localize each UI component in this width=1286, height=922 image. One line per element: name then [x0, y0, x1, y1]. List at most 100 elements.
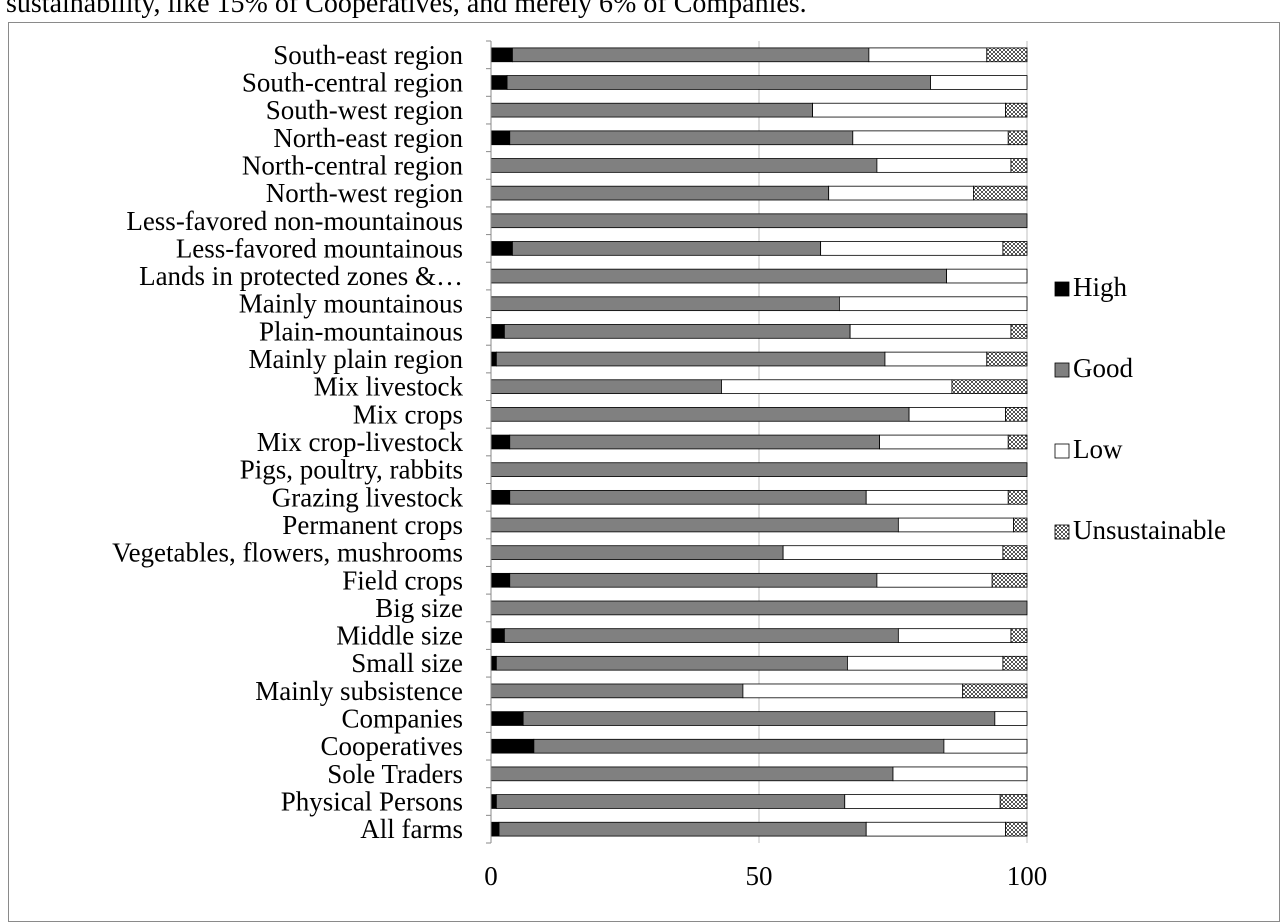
category-label: All farms	[360, 814, 463, 844]
bar-segment-high-16	[490, 489, 511, 505]
bar-segment-unsustainable-16	[1007, 489, 1028, 505]
bar-segment-low-2	[812, 102, 1006, 118]
bar-segment-unsustainable-2	[1005, 102, 1028, 118]
category-label: South-west region	[266, 95, 464, 125]
bar-segment-good-17	[490, 517, 899, 533]
bar-segment-low-4	[876, 158, 1012, 173]
category-label: Big size	[375, 593, 463, 623]
x-tick-label: 100	[1007, 861, 1048, 891]
bar-segment-unsustainable-23	[962, 683, 1028, 699]
bar-segment-low-28	[865, 821, 1006, 837]
bar-segment-unsustainable-7	[1002, 241, 1028, 256]
bar-segment-unsustainable-3	[1007, 130, 1028, 146]
x-tick-label: 0	[484, 861, 498, 891]
legend-label-good: Good	[1073, 353, 1133, 383]
bar-segment-low-27	[844, 794, 1001, 809]
bar-segment-low-22	[847, 655, 1004, 671]
bar-segment-high-14	[490, 434, 511, 450]
bar-segment-good-15	[490, 462, 1028, 477]
bar-segment-good-18	[490, 545, 784, 560]
bar-segment-good-13	[490, 407, 910, 422]
bar-segment-unsustainable-13	[1005, 407, 1028, 422]
category-label: Plain-mountainous	[259, 316, 463, 346]
bar-segment-good-3	[509, 130, 854, 146]
bar-segment-low-21	[897, 628, 1012, 643]
bar-segment-unsustainable-14	[1007, 434, 1028, 450]
category-label: Mainly plain region	[249, 344, 464, 374]
bar-segment-high-0	[490, 47, 513, 63]
bar-segment-low-19	[876, 572, 993, 588]
category-label: Middle size	[336, 621, 463, 651]
bar-segment-unsustainable-11	[986, 351, 1028, 367]
bar-segment-high-28	[490, 821, 500, 837]
x-tick-labels: 0 50 100	[484, 861, 1047, 891]
bar-segment-high-7	[490, 241, 513, 256]
category-label: Sole Traders	[327, 759, 463, 789]
bar-segment-unsustainable-18	[1002, 545, 1028, 560]
bar-segment-low-9	[839, 296, 1028, 312]
bar-segment-high-24	[490, 711, 524, 726]
bar-segment-high-19	[490, 572, 511, 588]
category-label: Physical Persons	[281, 787, 463, 817]
bar-segment-unsustainable-4	[1010, 158, 1028, 173]
category-label: Companies	[342, 704, 464, 734]
chart-frame: South-east region South-central region Sou…	[8, 22, 1280, 922]
bar-segment-good-11	[495, 351, 886, 367]
bar-segment-unsustainable-10	[1010, 324, 1028, 339]
bar-segment-unsustainable-17	[1013, 517, 1028, 533]
x-tick-label: 50	[746, 861, 773, 891]
legend-swatch-high	[1054, 281, 1070, 297]
bar-segment-good-28	[498, 821, 867, 837]
bar-segment-low-23	[742, 683, 964, 699]
bar-segment-unsustainable-12	[951, 379, 1028, 395]
category-label: Vegetables, flowers, mushrooms	[112, 538, 463, 568]
bar-segment-low-1	[930, 75, 1028, 90]
axes	[486, 40, 492, 844]
bar-segment-unsustainable-22	[1002, 655, 1028, 671]
bar-segment-unsustainable-28	[1005, 821, 1028, 837]
bar-segment-high-25	[490, 738, 535, 754]
bar-segment-good-6	[490, 213, 1028, 229]
category-label: South-east region	[273, 40, 463, 70]
category-label: Mix livestock	[314, 372, 464, 402]
category-label: Less-favored non-mountainous	[126, 206, 463, 236]
category-label: North-central region	[242, 150, 464, 180]
bar-segment-good-4	[490, 158, 878, 173]
bar-segment-low-7	[820, 241, 1004, 256]
bar-segment-good-2	[490, 102, 814, 118]
bar-segment-low-18	[782, 545, 1004, 560]
legend-label-unsustainable: Unsustainable	[1073, 515, 1226, 545]
category-label: North-east region	[273, 123, 463, 153]
bar-segment-low-8	[946, 268, 1028, 284]
bar-segment-high-21	[490, 628, 505, 643]
bar-segment-unsustainable-27	[999, 794, 1028, 809]
legend-label-low: Low	[1073, 434, 1123, 464]
legend: High Good Low Unsustainable	[1054, 272, 1226, 545]
category-label: Field crops	[342, 565, 463, 595]
bar-segment-low-17	[897, 517, 1014, 533]
bar-segment-low-16	[865, 489, 1009, 505]
bar-segment-good-10	[503, 324, 851, 339]
bar-segment-good-12	[490, 379, 722, 395]
category-label: Cooperatives	[321, 731, 463, 761]
caption-text: sustainability, like 15% of Cooperatives…	[6, 0, 807, 19]
legend-label-high: High	[1073, 272, 1128, 302]
bar-segment-unsustainable-21	[1010, 628, 1028, 643]
legend-swatch-good	[1054, 362, 1070, 378]
bar-segment-low-12	[721, 379, 953, 395]
bar-segment-good-24	[522, 711, 996, 726]
bar-segment-low-25	[943, 738, 1028, 754]
bar-segment-good-14	[509, 434, 881, 450]
bar-segment-low-24	[994, 711, 1028, 726]
category-label: Mix crop-livestock	[257, 427, 464, 457]
bar-segment-low-0	[868, 47, 988, 63]
bar-segment-low-13	[908, 407, 1006, 422]
bar-segment-good-20	[490, 600, 1028, 616]
category-label: Lands in protected zones &…	[139, 261, 463, 291]
bar-segment-low-5	[828, 185, 974, 201]
bar-segment-high-3	[490, 130, 511, 146]
bar-segment-unsustainable-0	[986, 47, 1028, 63]
bars	[490, 47, 1028, 837]
